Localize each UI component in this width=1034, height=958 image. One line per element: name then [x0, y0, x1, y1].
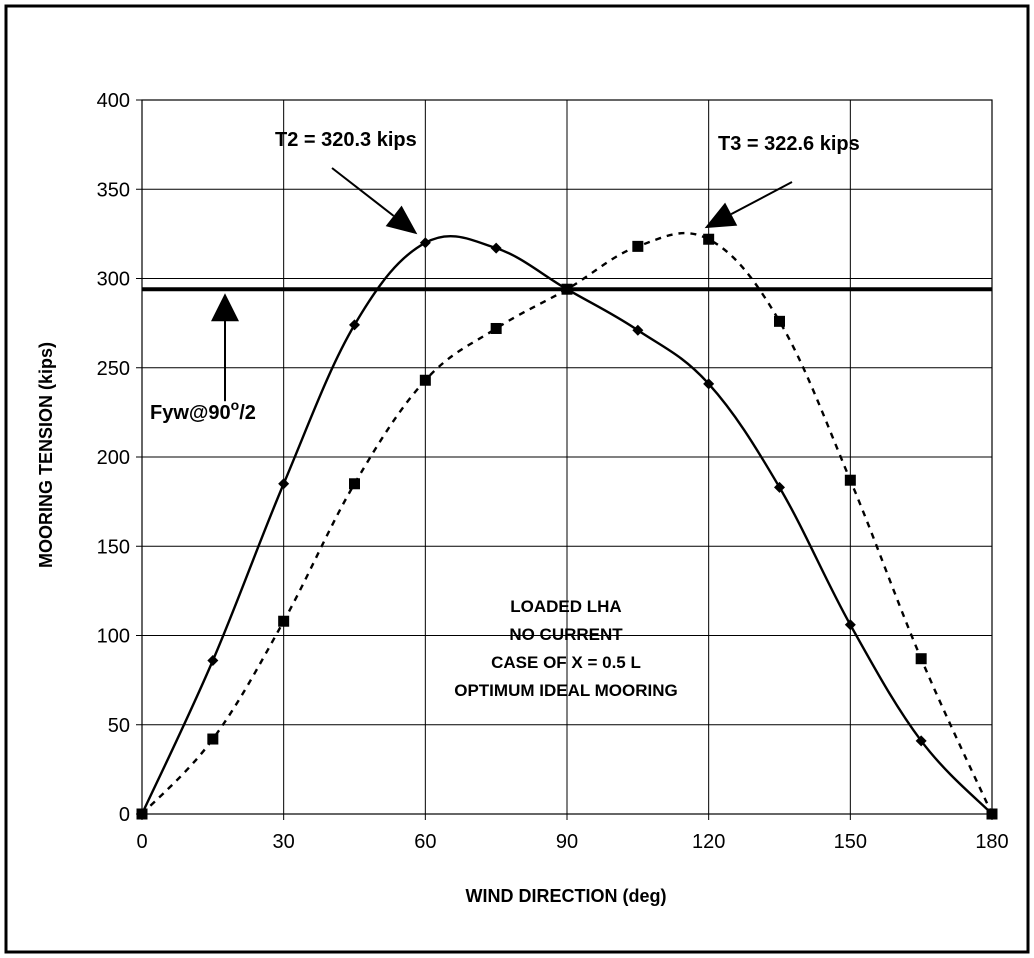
x-tick-label-4: 120 [692, 831, 725, 853]
y-tick-labels: 0 50 100 150 200 250 300 350 400 [97, 90, 142, 826]
x-tick-label-5: 150 [834, 831, 867, 853]
series-1-point-3 [349, 478, 360, 490]
series-1-point-8 [703, 233, 715, 245]
reference-label: Fyw@90o/2 [150, 397, 256, 424]
series-0-point-7 [632, 324, 644, 336]
note-line-2: NO CURRENT [509, 625, 623, 644]
reference-label-sup: o [231, 397, 240, 413]
annotation-t2-arrow-shaft [331, 167, 395, 217]
series-1-point-6 [561, 283, 573, 295]
series-0-point-10 [844, 619, 856, 631]
series-1-point-10 [844, 474, 856, 486]
series-0-point-8 [703, 378, 715, 390]
annotation-t3-arrow-shaft [730, 181, 793, 216]
y-tick-label-7: 350 [97, 179, 130, 201]
outer-border [4, 4, 1030, 954]
series-1-point-12 [986, 808, 998, 820]
annotation-t3: T3 = 322.6 kips [718, 133, 860, 155]
markers [136, 233, 998, 820]
x-tick-label-1: 30 [273, 831, 295, 853]
note-line-1: LOADED LHA [510, 597, 621, 616]
annotation-t3-arrow-head [704, 202, 738, 229]
y-tick-label-3: 150 [97, 536, 130, 558]
annotation-t2: T2 = 320.3 kips [275, 129, 417, 151]
series-1-point-4 [419, 374, 431, 386]
series-0-point-2 [278, 478, 290, 490]
reference-arrow [211, 293, 239, 402]
series-0-point-1 [207, 654, 219, 666]
annotation-arrows [331, 167, 793, 235]
y-tick-label-2: 100 [97, 626, 130, 648]
series-1-point-1 [207, 733, 219, 745]
series-0-point-11 [915, 735, 927, 747]
series-0-point-3 [349, 319, 360, 331]
series-1-point-9 [774, 315, 785, 327]
series-1-point-5 [490, 322, 502, 334]
y-tick-label-5: 250 [97, 358, 130, 380]
reference-label-tail: /2 [239, 402, 256, 424]
y-tick-label-8: 400 [97, 90, 130, 112]
series-0-point-9 [774, 481, 785, 493]
x-axis-title: WIND DIRECTION (deg) [466, 886, 667, 906]
note-line-4: OPTIMUM IDEAL MOORING [454, 681, 678, 700]
series-0-point-5 [490, 242, 502, 254]
annotation-t2-arrow-head [385, 205, 418, 235]
series-1-point-7 [632, 240, 644, 252]
series-1-point-11 [915, 653, 927, 665]
reference-arrow-head [211, 293, 239, 322]
x-tick-labels: 0 30 60 90 120 150 180 [136, 814, 1009, 853]
y-axis-title: MOORING TENSION (kips) [36, 342, 56, 568]
reference-label-main: Fyw@90 [150, 402, 231, 424]
y-tick-label-4: 200 [97, 447, 130, 469]
x-tick-label-6: 180 [975, 831, 1008, 853]
note-line-3: CASE OF X = 0.5 L [491, 653, 641, 672]
series-0-point-4 [419, 237, 431, 249]
grid [142, 100, 992, 814]
y-tick-label-1: 50 [108, 715, 130, 737]
x-tick-label-2: 60 [414, 831, 436, 853]
series-1-point-0 [136, 808, 148, 820]
y-tick-label-6: 300 [97, 269, 130, 291]
series-1-point-2 [278, 615, 290, 627]
x-tick-label-3: 90 [556, 831, 578, 853]
x-tick-label-0: 0 [136, 831, 147, 853]
y-tick-label-0: 0 [119, 804, 130, 826]
